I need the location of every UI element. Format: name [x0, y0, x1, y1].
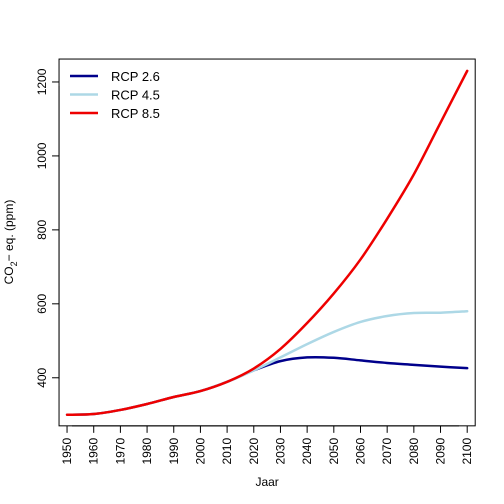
y-tick-label-800: 800 — [35, 220, 49, 240]
x-tick-label-2070: 2070 — [380, 438, 394, 465]
x-tick-label-2010: 2010 — [220, 438, 234, 465]
series-layer — [65, 69, 469, 416]
x-tick-label-1990: 1990 — [167, 438, 181, 465]
x-axis-ticks: 1950 1960 1970 1980 1990 2000 2010 2020 2030 2040… — [60, 425, 474, 465]
series-line-rcp-8-5 — [65, 69, 469, 416]
y-tick-label-600: 600 — [35, 293, 49, 313]
y-axis-title-main: CO — [2, 266, 16, 284]
x-tick-label-1950: 1950 — [60, 438, 74, 465]
x-tick-label-2100: 2100 — [460, 438, 474, 465]
y-tick-label-400: 400 — [35, 367, 49, 387]
x-tick-label-2020: 2020 — [247, 438, 261, 465]
legend: RCP 2.6 RCP 4.5 RCP 8.5 — [70, 69, 160, 121]
y-tick-label-1000: 1000 — [35, 142, 49, 169]
x-tick-label-2090: 2090 — [434, 438, 448, 465]
x-tick-label-1970: 1970 — [113, 438, 127, 465]
x-axis-title: Jaar — [255, 475, 278, 489]
x-tick-label-1960: 1960 — [87, 438, 101, 465]
x-tick-label-1980: 1980 — [140, 438, 154, 465]
x-tick-label-2050: 2050 — [327, 438, 341, 465]
y-axis-ticks: 400 600 800 1000 1200 — [35, 68, 60, 388]
y-axis-title: CO2− eq. (ppm) — [2, 200, 19, 285]
x-tick-label-2060: 2060 — [353, 438, 367, 465]
y-axis-title-rest: − eq. (ppm) — [2, 200, 16, 262]
series-line-rcp-2-6 — [65, 355, 469, 416]
legend-label-rcp-4-5: RCP 4.5 — [111, 88, 160, 103]
x-tick-label-2040: 2040 — [300, 438, 314, 465]
x-tick-label-2030: 2030 — [273, 438, 287, 465]
y-tick-label-1200: 1200 — [35, 68, 49, 95]
series-line-rcp-4-5 — [65, 309, 469, 416]
legend-label-rcp-8-5: RCP 8.5 — [111, 106, 160, 121]
legend-label-rcp-2-6: RCP 2.6 — [111, 69, 160, 84]
y-axis-title-subscript: 2 — [9, 261, 19, 266]
x-tick-label-2000: 2000 — [193, 438, 207, 465]
x-tick-label-2080: 2080 — [407, 438, 421, 465]
